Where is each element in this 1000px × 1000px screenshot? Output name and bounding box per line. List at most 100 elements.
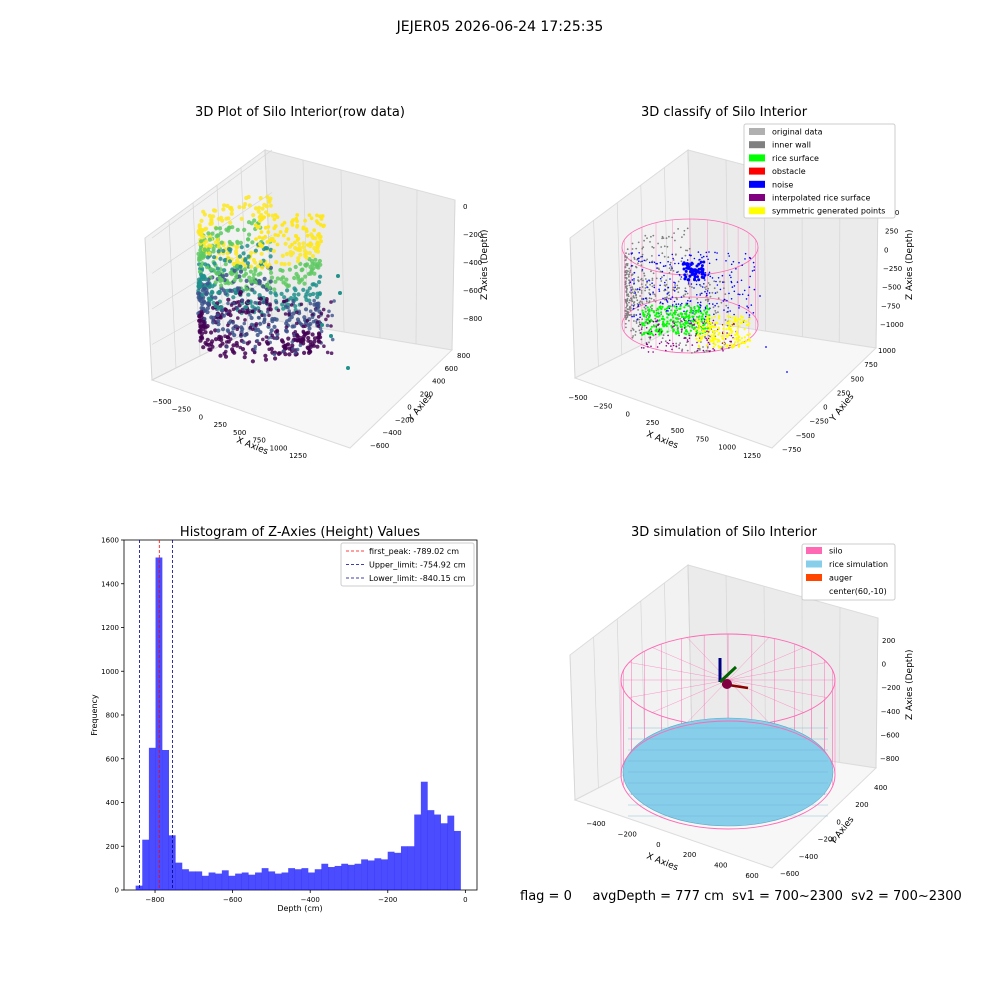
gridline — [725, 159, 730, 326]
classify-symmetric-point — [711, 324, 714, 328]
classify-noise-point — [759, 295, 761, 297]
raw-point — [254, 237, 258, 242]
classify-noise-point — [708, 251, 710, 253]
classify-inner-wall-point — [681, 348, 684, 351]
raw-point — [263, 357, 269, 362]
raw-z-axis-label: Z Axies (Depth) — [480, 229, 490, 300]
classify-inner-wall-point — [723, 281, 726, 283]
histogram-bar — [347, 864, 355, 890]
raw-point — [221, 248, 226, 254]
classify-noise-point — [677, 262, 680, 265]
simulation-z-tick-label: −600 — [880, 731, 899, 739]
raw-point — [229, 211, 234, 216]
raw-point — [312, 271, 317, 276]
classify-rice-surface-point — [704, 327, 707, 330]
classify-noise-point — [730, 298, 733, 300]
classify-inner-wall-point — [632, 302, 635, 304]
raw-point — [250, 309, 255, 314]
classify-inner-wall-point — [698, 347, 701, 350]
classify-rice-surface-point — [676, 328, 679, 331]
histogram-bar — [274, 873, 282, 890]
classify-interpolated-point — [656, 319, 659, 322]
classify-noise-point — [675, 305, 678, 308]
classify-noise-point — [659, 261, 662, 264]
raw-point — [280, 253, 285, 258]
classify-inner-wall-point — [691, 352, 693, 354]
classify-inner-wall-point — [678, 287, 681, 289]
classify-rice-surface-point — [666, 330, 669, 333]
histogram-bar — [288, 868, 296, 891]
raw-point — [286, 237, 291, 241]
raw-point — [283, 312, 288, 316]
classify-rice-surface-point — [677, 330, 680, 333]
classify-inner-wall-point — [677, 228, 679, 230]
classify-inner-wall-point — [624, 266, 627, 269]
raw-point — [249, 264, 254, 269]
classify-noise-point — [751, 270, 754, 272]
classify-rice-surface-point — [690, 319, 693, 322]
classify-inner-wall-point — [652, 272, 655, 275]
raw-point — [295, 332, 299, 337]
classify-inner-wall-point — [633, 290, 636, 293]
histogram-bar — [195, 871, 203, 890]
raw-point — [221, 313, 226, 318]
classify-noise-point — [630, 289, 632, 291]
classify-noise-point — [705, 251, 708, 254]
classify-noise-point — [700, 266, 704, 270]
classify-interpolated-point — [660, 341, 663, 343]
classify-noise-point — [738, 304, 740, 307]
classify-inner-wall-point — [631, 273, 634, 276]
gridline — [664, 167, 669, 332]
raw-point — [253, 300, 257, 305]
classify-rice-surface-point — [648, 315, 651, 319]
classify-inner-wall-point — [631, 248, 634, 250]
raw-point — [315, 213, 319, 218]
figure-suptitle: JEJER05 2026-06-24 17:25:35 — [396, 19, 604, 35]
classify-noise-point — [667, 260, 669, 263]
histogram-bar — [374, 858, 382, 890]
classify-rice-surface-point — [648, 308, 651, 311]
raw-point — [213, 240, 218, 245]
raw-point — [324, 317, 328, 322]
classify-symmetric-point — [716, 340, 719, 343]
raw-point — [238, 240, 243, 245]
raw-point — [302, 281, 307, 286]
classify-rice-surface-point — [677, 332, 680, 335]
classify-symmetric-point — [735, 330, 738, 333]
classify-inner-wall-point — [696, 298, 698, 300]
classify-noise-point — [672, 257, 674, 260]
classify-inner-wall-point — [629, 305, 631, 308]
classify-symmetric-point — [740, 337, 744, 340]
classify-rice-surface-point — [686, 309, 689, 312]
classify-noise-point — [713, 313, 715, 316]
classify-noise-point — [716, 252, 718, 254]
raw-point — [329, 324, 333, 328]
classify-symmetric-point — [697, 328, 700, 331]
raw-point — [314, 308, 318, 312]
classify-noise-point — [695, 264, 699, 268]
classify-noise-point — [697, 251, 700, 253]
classify-interpolated-point — [652, 351, 654, 353]
classify-rice-surface-point — [679, 305, 682, 308]
classify-symmetric-point — [739, 321, 742, 324]
histogram-bar — [135, 885, 143, 891]
classify-noise-point — [666, 293, 668, 295]
raw-point — [269, 275, 275, 280]
raw-point — [245, 332, 249, 337]
simulation-legend-swatch — [806, 574, 822, 581]
classify-x-tick-label: −500 — [568, 394, 587, 402]
raw-point — [301, 226, 306, 231]
raw-point — [218, 353, 223, 358]
raw-x-tick-label: 500 — [233, 429, 246, 437]
classify-inner-wall-point — [634, 288, 637, 291]
classify-inner-wall-point — [687, 283, 690, 286]
histogram-x-tick-label: −200 — [378, 896, 397, 904]
classify-symmetric-point — [694, 321, 698, 324]
classify-noise-point — [706, 255, 708, 258]
classify-inner-wall-point — [644, 289, 646, 292]
raw-point — [311, 343, 316, 348]
raw-point — [199, 218, 204, 223]
classify-interpolated-point — [665, 349, 667, 352]
raw-z-tick-label: −600 — [463, 287, 482, 295]
classify-inner-wall-point — [668, 267, 671, 270]
